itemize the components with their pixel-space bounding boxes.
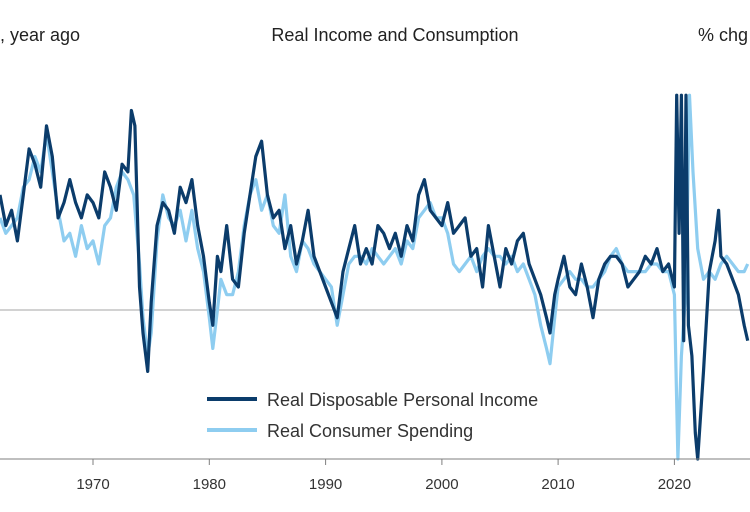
x-tick-label: 1980: [193, 476, 226, 493]
x-axis-ticks: 1970 1980 1990 2000 2010 2020: [76, 459, 691, 493]
series-line-real-disposable-personal-income: [0, 93, 750, 461]
chart-title: Real Income and Consumption: [271, 25, 518, 45]
right-unit-label: % chg: [698, 25, 748, 45]
x-tick-label: 2020: [658, 476, 691, 493]
series-line-real-consumer-spending: [0, 93, 750, 461]
left-unit-label: , year ago: [0, 25, 80, 45]
legend-label-income: Real Disposable Personal Income: [267, 390, 538, 410]
plot-area: 1970 1980 1990 2000 2010 2020: [0, 93, 750, 493]
x-tick-label: 1990: [309, 476, 342, 493]
x-tick-label: 2010: [541, 476, 574, 493]
legend: Real Disposable Personal Income Real Con…: [207, 390, 538, 441]
x-tick-label: 1970: [76, 476, 109, 493]
x-tick-label: 2000: [425, 476, 458, 493]
legend-label-spending: Real Consumer Spending: [267, 421, 473, 441]
series-layer: [0, 93, 750, 461]
